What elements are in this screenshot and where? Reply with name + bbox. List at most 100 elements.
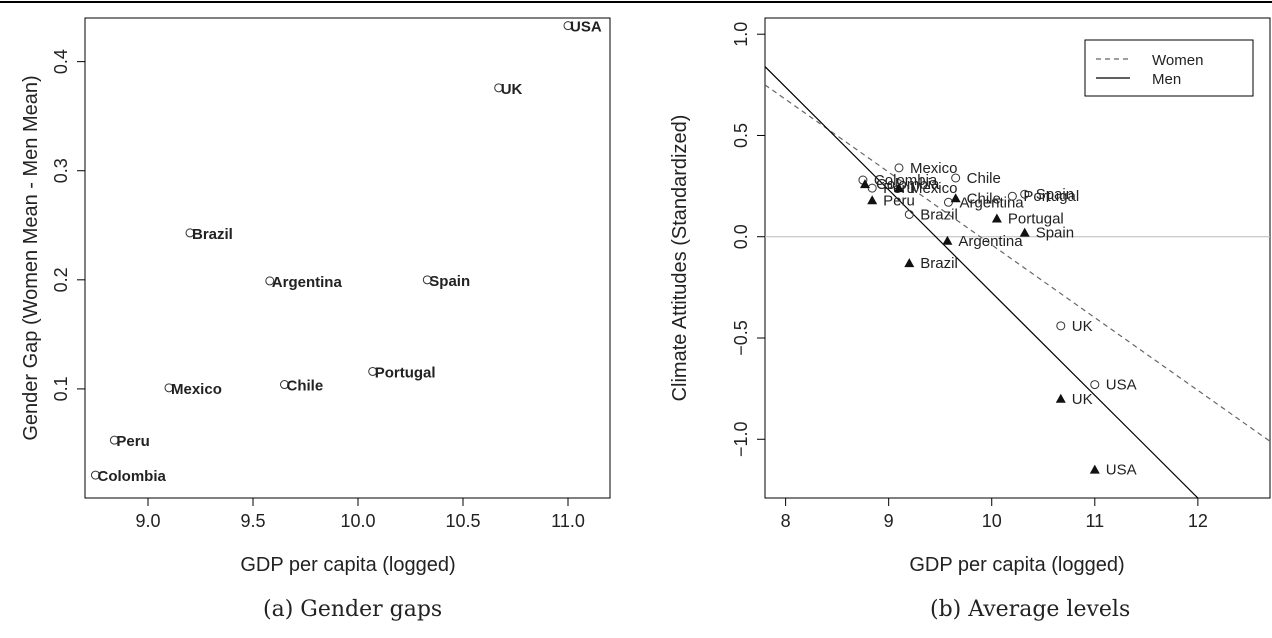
point-marker-women	[894, 163, 904, 173]
point-label: Brazil	[192, 226, 233, 243]
y-tick-label-a: 0.4	[51, 49, 71, 74]
point-marker	[109, 435, 119, 445]
point-marker-men	[867, 195, 878, 205]
point-marker-men	[950, 193, 961, 203]
point-label-men: Chile	[967, 190, 1001, 207]
y-axis-label-b: Climate Attitudes (Standardized)	[669, 115, 691, 402]
point-label: Mexico	[171, 381, 222, 398]
point-marker-men	[859, 179, 870, 189]
point-label-men: UK	[1072, 391, 1093, 408]
caption-b: (b) Average levels	[930, 597, 1131, 622]
point-label-men: Peru	[883, 192, 915, 209]
point-marker-women	[1090, 380, 1100, 390]
y-tick-label-b: −0.5	[731, 320, 751, 356]
point-label-men: USA	[1106, 462, 1137, 479]
x-tick-label-b: 8	[781, 511, 791, 531]
point-marker-women	[1020, 189, 1030, 199]
point-label-men: Spain	[1036, 225, 1074, 242]
point-label: UK	[501, 81, 523, 98]
point-marker	[494, 83, 504, 93]
point-marker	[265, 276, 275, 286]
point-label-women: Argentina	[959, 194, 1024, 211]
point-label: Spain	[429, 273, 470, 290]
point-label-men: Colombia	[876, 176, 940, 193]
point-label: Colombia	[98, 468, 167, 485]
point-label-men: Argentina	[958, 233, 1023, 250]
fit-line-men	[765, 66, 1199, 498]
point-label-women: Colombia	[874, 172, 938, 189]
x-tick-label-b: 9	[884, 511, 894, 531]
x-tick-label-b: 11	[1085, 511, 1104, 531]
top-rule	[0, 1, 1272, 3]
x-axis-label-a: GDP per capita (logged)	[240, 554, 455, 576]
point-marker-women	[943, 197, 953, 207]
axis-ticks-b: 8 9 10 11 12 −1.0 −0.5 0.0 0.5 1.0	[731, 22, 1208, 531]
point-marker-women	[1007, 191, 1017, 201]
x-tick-label-a: 10.5	[445, 511, 480, 531]
plot-frame-a	[84, 17, 611, 499]
point-label-women: USA	[1106, 377, 1137, 394]
y-axis-label-a: Gender Gap (Women Mean - Men Mean)	[20, 75, 42, 440]
y-tick-label-b: 0.5	[731, 123, 751, 148]
point-marker-women	[1056, 321, 1066, 331]
y-tick-label-a: 0.1	[51, 376, 71, 401]
point-label-men: Brazil	[920, 255, 958, 272]
x-tick-label-a: 9.5	[240, 511, 265, 531]
point-marker-men	[1055, 393, 1066, 403]
point-marker	[185, 228, 195, 238]
fit-line-women	[765, 84, 1270, 442]
point-marker-men	[1089, 464, 1100, 474]
x-axis-label-b: GDP per capita (logged)	[909, 554, 1124, 576]
point-label-men: Mexico	[910, 180, 958, 197]
point-label: USA	[570, 19, 602, 36]
point-label-women: Spain	[1036, 186, 1074, 203]
legend-men-label: Men	[1152, 71, 1181, 88]
legend-women-label: Women	[1152, 52, 1203, 69]
chart-panel-a: 9.0 9.5 10.0 10.5 11.0 0.1 0.2 0.3 0.4 USA UK Braz…	[20, 17, 611, 576]
x-tick-label-b: 12	[1188, 511, 1208, 531]
point-label-women: Brazil	[920, 206, 958, 223]
y-tick-label-a: 0.3	[51, 158, 71, 183]
figure-canvas: 9.0 9.5 10.0 10.5 11.0 0.1 0.2 0.3 0.4 USA UK Braz…	[20, 17, 1271, 576]
point-marker-men	[1019, 227, 1030, 237]
legend-box	[1084, 39, 1254, 97]
point-marker-women	[867, 183, 877, 193]
x-tick-label-a: 9.0	[135, 511, 160, 531]
y-tick-label-a: 0.2	[51, 267, 71, 292]
point-marker	[422, 275, 432, 285]
y-tick-label-b: 1.0	[731, 22, 751, 47]
point-marker-men	[904, 258, 915, 268]
caption-a: (a) Gender gaps	[263, 597, 443, 622]
fit-lines-b	[765, 66, 1270, 498]
point-marker-women	[951, 173, 961, 183]
point-label-men: Portugal	[1008, 211, 1064, 228]
point-marker	[164, 383, 174, 393]
point-label: Peru	[116, 433, 149, 450]
point-marker-men	[893, 183, 904, 193]
scatter-points-a: USA UK Brazil Argentina Spain Portugal Mexico C…	[91, 19, 602, 485]
point-label: Portugal	[375, 364, 436, 381]
point-marker	[563, 21, 573, 31]
point-marker-men	[991, 213, 1002, 223]
point-label: Chile	[287, 378, 324, 395]
point-label: Argentina	[272, 274, 343, 291]
point-marker-men	[942, 235, 953, 245]
point-marker	[91, 470, 100, 480]
point-marker	[368, 366, 378, 376]
axis-ticks-a: 9.0 9.5 10.0 10.5 11.0 0.1 0.2 0.3 0.4	[51, 49, 585, 531]
point-marker-women	[904, 209, 914, 219]
x-tick-label-a: 11.0	[551, 511, 585, 531]
point-label-women: Chile	[967, 170, 1001, 187]
point-marker	[280, 380, 289, 390]
legend: Women Men	[1084, 39, 1254, 97]
y-tick-label-b: −1.0	[731, 421, 751, 457]
point-label-women: Mexico	[910, 160, 958, 177]
scatter-points-b: MexicoChileColombiaPeruArgentinaPortugal…	[858, 160, 1137, 479]
point-label-women: Portugal	[1023, 188, 1079, 205]
x-tick-label-b: 10	[982, 511, 1002, 531]
chart-panel-b: 8 9 10 11 12 −1.0 −0.5 0.0 0.5 1.0 Mexico Chile Col…	[669, 17, 1271, 576]
y-tick-label-b: 0.0	[731, 224, 751, 249]
x-tick-label-a: 10.0	[340, 511, 375, 531]
point-label-women: UK	[1072, 318, 1093, 335]
plot-frame-b	[764, 17, 1271, 499]
